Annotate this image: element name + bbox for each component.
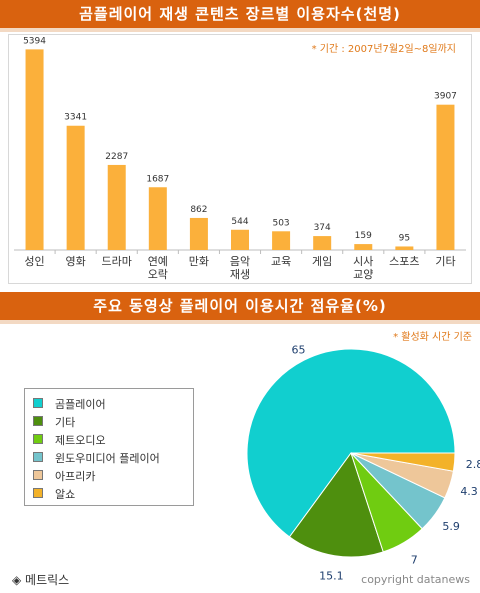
bar-value-label: 5394 xyxy=(23,36,46,46)
legend-swatch xyxy=(33,398,43,408)
pie-chart-title: 주요 동영상 플레이어 이용시간 점유율(%) xyxy=(0,292,480,320)
bar-chart: 5394 성인 3341 영화 2287 드라마 1687 연예 오락 862 만화 544 음악 재생 5… xyxy=(14,36,466,281)
bar xyxy=(66,125,85,250)
pie-value-label: 2.8 xyxy=(466,458,480,471)
legend-label: 윈도우미디어 플레이어 xyxy=(55,452,160,465)
bar xyxy=(272,231,291,250)
bar-value-label: 503 xyxy=(272,218,289,228)
bar xyxy=(107,164,126,250)
bar xyxy=(436,104,455,251)
bar xyxy=(354,244,373,250)
bar-value-label: 3907 xyxy=(434,92,457,102)
bar-category-label: 스포츠 xyxy=(389,255,419,268)
bar-chart-title: 곰플레이어 재생 콘텐츠 장르별 이용자수(천명) xyxy=(0,0,480,28)
bar-title-shadow xyxy=(0,28,480,32)
legend-swatch xyxy=(33,452,43,462)
pie-value-label: 65 xyxy=(292,344,306,357)
bar-category-label: 기타 xyxy=(435,255,455,268)
pie-value-label: 15.1 xyxy=(319,569,344,582)
bar-category-label: 드라마 xyxy=(102,255,132,268)
bar-value-label: 374 xyxy=(314,223,331,233)
legend-label: 아프리카 xyxy=(55,470,96,483)
bar-category-label: 음악 재생 xyxy=(230,255,250,281)
legend-swatch xyxy=(33,470,43,480)
bar-chart-note: * 기간 : 2007년7월2일~8일까지 xyxy=(311,44,456,55)
bar xyxy=(148,187,167,250)
bar-category-label: 만화 xyxy=(189,255,209,268)
bar-value-label: 544 xyxy=(231,217,248,227)
bar-value-label: 3341 xyxy=(64,113,87,123)
source-label: ◈ 메트릭스 xyxy=(12,573,70,587)
bar xyxy=(313,236,332,250)
pie-value-label: 5.9 xyxy=(442,520,460,533)
legend-label: 곰플레이어 xyxy=(55,398,106,411)
pie-slice xyxy=(246,348,456,538)
bar-value-label: 159 xyxy=(355,231,372,241)
pie-title-shadow xyxy=(0,320,480,324)
legend-swatch xyxy=(33,488,43,498)
copyright-label: copyright datanews xyxy=(361,573,470,586)
bar xyxy=(231,229,249,250)
legend-swatch xyxy=(33,434,43,444)
legend-swatch xyxy=(33,416,43,426)
bar-category-label: 게임 xyxy=(312,255,332,268)
bar-value-label: 862 xyxy=(190,205,207,215)
legend-label: 제트오디오 xyxy=(55,434,106,447)
pie-slice xyxy=(288,451,384,558)
bar xyxy=(189,217,208,250)
bar xyxy=(25,49,44,250)
legend-label: 알쇼 xyxy=(55,488,76,501)
legend-label: 기타 xyxy=(55,416,76,429)
bar-category-label: 영화 xyxy=(66,255,86,268)
bar-value-label: 1687 xyxy=(146,174,169,184)
pie-value-label: 4.3 xyxy=(460,485,478,498)
bar-category-label: 교육 xyxy=(271,255,291,268)
bar-category-label: 성인 xyxy=(24,255,44,268)
pie-slice xyxy=(350,452,456,472)
pie-chart-note: * 활성화 시간 기준 xyxy=(393,332,472,343)
bar-value-label: 2287 xyxy=(105,152,128,162)
bar-value-label: 95 xyxy=(399,233,410,243)
bar-category-label: 시사 교양 xyxy=(353,255,373,281)
bar xyxy=(395,246,414,250)
pie-value-label: 7 xyxy=(411,554,418,567)
bar-category-label: 연예 오락 xyxy=(148,255,168,281)
